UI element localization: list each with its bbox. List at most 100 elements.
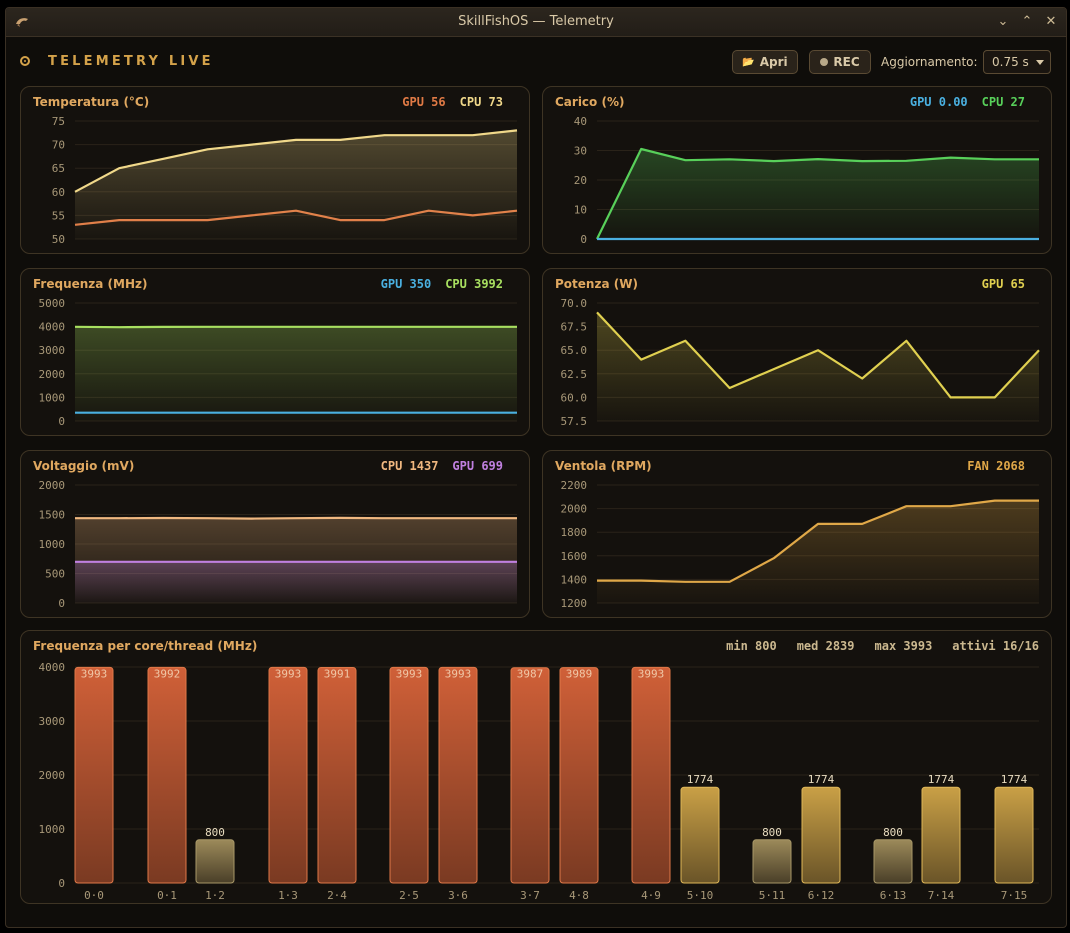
bar-category-label: 7·15 — [1001, 889, 1028, 902]
power-readouts: GPU 65 — [982, 277, 1025, 291]
y-tick-label: 65 — [52, 162, 65, 175]
stat-0: min 800 — [726, 639, 777, 653]
y-tick-label: 67.5 — [561, 321, 588, 334]
window-title: SkillFishOS — Telemetry — [458, 14, 614, 29]
core-bar — [801, 786, 841, 884]
y-tick-label: 1400 — [561, 573, 588, 586]
fan-readouts: FAN 2068 — [967, 459, 1025, 473]
maximize-icon[interactable]: ⌃ — [1021, 14, 1033, 29]
y-tick-label: 4000 — [39, 321, 66, 334]
bar-category-label: 1·2 — [205, 889, 225, 902]
bar-category-label: 1·3 — [278, 889, 298, 902]
stat-2: max 3993 — [874, 639, 933, 653]
load-title: Carico (%) — [555, 95, 625, 109]
app-logo-icon — [16, 18, 28, 27]
bar-value-label: 3993 — [275, 667, 302, 680]
y-tick-label: 1500 — [39, 509, 66, 522]
core-bar — [317, 666, 357, 884]
core-frequency-panel: Frequenza per core/thread (MHz) min 800 me… — [20, 630, 1052, 904]
y-tick-label: 10 — [574, 204, 587, 217]
load-readouts: GPU 0.00 CPU 27 — [910, 95, 1025, 109]
live-title: TELEMETRY LIVE — [48, 54, 214, 69]
bar-value-label: 1774 — [808, 773, 835, 786]
bar-value-label: 1774 — [928, 773, 955, 786]
load-panel: Carico (%) GPU 0.00 CPU 27 40 30 20 10 0 — [542, 86, 1052, 254]
y-tick-label: 0 — [580, 233, 587, 246]
refresh-select[interactable]: 0.75 s — [983, 50, 1051, 74]
live-indicator-icon — [20, 56, 30, 66]
bar-category-label: 0·1 — [157, 889, 177, 902]
title-bar[interactable]: SkillFishOS — Telemetry ⌄ ⌃ ✕ — [6, 8, 1066, 37]
open-button[interactable]: 📂 Apri — [732, 50, 798, 74]
y-tick-label: 1800 — [561, 526, 588, 539]
rec-button[interactable]: REC — [809, 50, 871, 74]
close-icon[interactable]: ✕ — [1045, 14, 1057, 29]
bar-value-label: 3993 — [445, 667, 472, 680]
y-tick-label: 0 — [58, 597, 65, 610]
temperature-panel: Temperatura (°C) GPU 56 CPU 73 75 70 65 60 55 50 — [20, 86, 530, 254]
core-bar — [752, 839, 792, 884]
fan-line-fan — [597, 499, 1039, 583]
frequency-readouts: GPU 350 CPU 3992 — [381, 277, 503, 291]
power-title: Potenza (W) — [555, 277, 638, 291]
load-readout: GPU 0.00 — [909, 95, 968, 109]
core-frequency-chart: 4000 3000 2000 1000 0 3993 0·0 3992 0·1 800 1·2 399… — [39, 661, 1039, 902]
y-tick-label: 0 — [58, 877, 65, 890]
voltage-panel: Voltaggio (mV) CPU 1437 GPU 699 2000 1500 100… — [20, 450, 530, 618]
y-tick-label: 55 — [52, 209, 65, 222]
core-bar — [510, 667, 550, 884]
y-tick-label: 20 — [574, 174, 587, 187]
stat-3: attivi 16/16 — [952, 639, 1039, 653]
y-tick-label: 2200 — [561, 479, 588, 492]
power-area-gpu — [597, 312, 1039, 421]
frequency-readout: CPU 3992 — [445, 277, 503, 291]
bar-category-label: 2·5 — [399, 889, 419, 902]
load-line-cpu — [596, 147, 1039, 240]
voltage-chart: 2000 1500 1000 500 0 — [39, 479, 517, 610]
voltage-title: Voltaggio (mV) — [33, 459, 135, 473]
y-tick-label: 2000 — [561, 503, 588, 516]
minimize-icon[interactable]: ⌄ — [997, 14, 1009, 29]
power-chart: 70.0 67.5 65.0 62.5 60.0 57.5 — [561, 297, 1040, 428]
refresh-select-value: 0.75 s — [992, 55, 1029, 69]
chevron-down-icon — [1036, 60, 1044, 65]
core-bar — [268, 666, 308, 884]
y-tick-label: 1000 — [39, 538, 66, 551]
y-tick-label: 1200 — [561, 597, 588, 610]
voltage-readouts: CPU 1437 GPU 699 — [381, 459, 503, 473]
frequency-readout: GPU 350 — [380, 277, 432, 291]
temperature-readout: GPU 56 — [402, 95, 446, 109]
record-dot-icon — [820, 58, 829, 66]
frequency-chart: 5000 4000 3000 2000 1000 0 — [39, 297, 517, 428]
bar-category-label: 7·14 — [928, 889, 955, 902]
bar-category-label: 3·6 — [448, 889, 468, 902]
bar-category-label: 2·4 — [327, 889, 347, 902]
fan-area-fan — [597, 500, 1039, 603]
bar-category-label: 5·10 — [687, 889, 714, 902]
bar-category-label: 3·7 — [520, 889, 540, 902]
temperature-line-cpu — [74, 129, 518, 193]
y-tick-label: 60.0 — [561, 391, 588, 404]
y-tick-label: 57.5 — [561, 415, 588, 428]
bar-value-label: 3993 — [81, 667, 108, 680]
y-tick-label: 30 — [574, 145, 587, 158]
voltage-readout: CPU 1437 — [380, 459, 439, 473]
temperature-readout: CPU 73 — [459, 95, 503, 109]
bar-category-label: 5·11 — [759, 889, 786, 902]
fan-chart: 2200 2000 1800 1600 1400 1200 — [561, 479, 1039, 610]
y-tick-label: 50 — [52, 233, 65, 246]
y-tick-label: 3000 — [39, 715, 66, 728]
y-tick-label: 75 — [52, 115, 65, 128]
y-tick-label: 2000 — [39, 769, 66, 782]
y-tick-label: 65.0 — [561, 344, 588, 357]
frequency-area-cpu — [75, 326, 517, 421]
bar-value-label: 3992 — [154, 667, 181, 680]
bar-category-label: 6·13 — [880, 889, 907, 902]
y-tick-label: 62.5 — [561, 368, 588, 381]
y-tick-label: 1600 — [561, 550, 588, 563]
core-bar — [559, 667, 599, 884]
bar-value-label: 3989 — [566, 668, 593, 681]
core-frequency-stats: min 800 med 2839 max 3993 attivi 16/16 — [726, 639, 1039, 653]
fan-readout: FAN 2068 — [967, 459, 1025, 473]
open-button-label: Apri — [759, 55, 788, 69]
